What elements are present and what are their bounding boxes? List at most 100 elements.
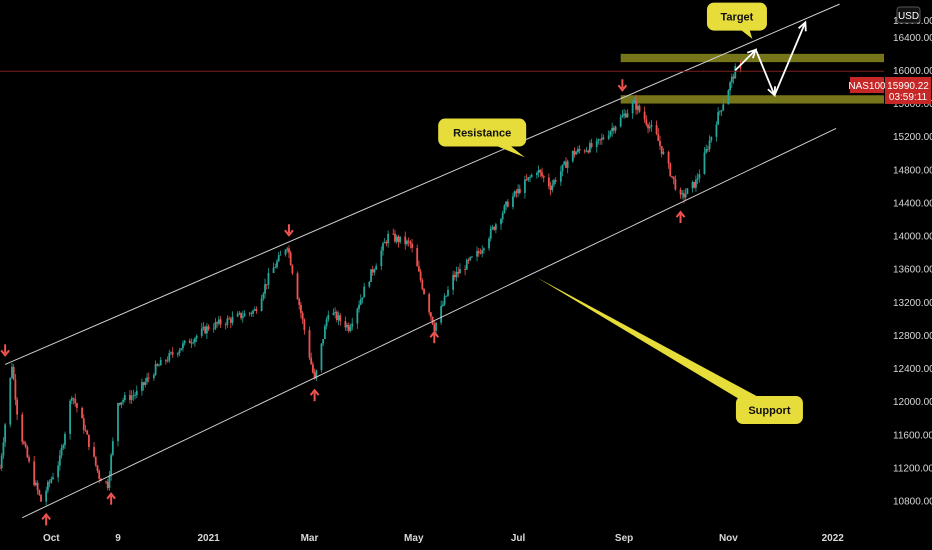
candle-body-223 [530, 175, 533, 177]
candle-body-112 [265, 284, 268, 286]
candle-body-107 [253, 309, 256, 311]
candle-body-217 [517, 188, 519, 194]
candle-body-261 [623, 113, 626, 116]
candlestick-series [0, 60, 742, 506]
candle-body-58 [135, 390, 138, 395]
candle-body-179 [428, 294, 431, 313]
candle-body-129 [308, 330, 311, 358]
candle-body-130 [310, 357, 313, 365]
candle-body-219 [524, 179, 526, 193]
candle-body-95 [226, 318, 229, 325]
candle-body-162 [385, 242, 388, 244]
candle-body-33 [76, 403, 78, 408]
price-tick-label-7: 13600.00 [893, 265, 932, 276]
candle-body-187 [445, 295, 448, 297]
candle-body-104 [248, 312, 251, 314]
price-tick-label-2: 11600.00 [893, 430, 932, 441]
candle-body-72 [170, 352, 172, 354]
candle-body-114 [272, 267, 275, 273]
candle-body-291 [695, 179, 697, 188]
channel-lower-line [22, 127, 837, 519]
candle-body-175 [418, 266, 420, 272]
candle-body-279 [667, 151, 670, 164]
candle-body-69 [164, 359, 167, 361]
callout-label-support: Support [748, 405, 790, 417]
candle-body-39 [93, 446, 95, 457]
candle-body-46 [108, 475, 111, 489]
price-tick-label-1: 11200.00 [893, 464, 932, 475]
candle-body-169 [404, 236, 407, 245]
candle-body-70 [166, 360, 169, 362]
time-tick-label-7: Nov [719, 533, 738, 544]
candle-body-246 [587, 150, 590, 153]
time-axis-panel[interactable] [0, 526, 884, 550]
candle-body-88 [207, 326, 210, 330]
candle-body-141 [335, 311, 338, 321]
pivot-up-arrow-1-head [106, 492, 116, 500]
candle-body-280 [669, 163, 672, 177]
candle-body-145 [346, 324, 349, 328]
candle-body-267 [636, 105, 639, 110]
candle-body-49 [117, 403, 119, 442]
candle-body-293 [698, 174, 701, 179]
candle-body-243 [578, 149, 581, 151]
candle-body-167 [397, 236, 400, 243]
candle-body-44 [105, 481, 107, 483]
currency-badge[interactable]: USD [896, 6, 921, 24]
candle-body-294 [703, 152, 706, 175]
candle-body-181 [431, 316, 434, 325]
candle-body-97 [229, 319, 232, 323]
projection-arrowhead-2 [797, 20, 807, 32]
candle-body-84 [200, 328, 203, 336]
candle-body-75 [178, 350, 181, 354]
candle-body-206 [491, 226, 494, 229]
candle-body-281 [671, 176, 673, 177]
candle-body-214 [512, 196, 514, 207]
candle-body-38 [88, 434, 90, 447]
candle-body-62 [146, 377, 148, 382]
time-tick-label-1: 9 [115, 533, 121, 544]
candle-body-193 [459, 268, 461, 274]
time-tick-label-6: Sep [615, 533, 633, 544]
candle-body-4 [9, 377, 12, 425]
candle-body-138 [327, 315, 330, 320]
candle-body-195 [465, 259, 468, 270]
candle-body-108 [255, 309, 258, 312]
candle-body-67 [158, 365, 160, 367]
candle-body-306 [730, 76, 733, 83]
candle-body-242 [577, 149, 579, 153]
candle-body-202 [481, 250, 484, 254]
candle-body-209 [500, 219, 502, 225]
callout-box-2 [735, 396, 803, 425]
candle-body-182 [433, 324, 436, 331]
candle-body-198 [471, 256, 473, 258]
candle-body-21 [48, 481, 51, 483]
candle-body-153 [363, 286, 366, 298]
candle-body-55 [130, 395, 133, 400]
pivot-up-arrow-0-head [41, 512, 51, 521]
candle-body-287 [684, 193, 687, 198]
candle-body-262 [624, 113, 627, 118]
candle-body-256 [611, 127, 614, 132]
candle-body-30 [70, 397, 73, 401]
candle-body-210 [501, 213, 504, 220]
candle-body-11 [24, 443, 27, 448]
candle-body-120 [286, 248, 289, 250]
candle-body-24 [57, 465, 60, 478]
candle-body-118 [279, 254, 282, 256]
candle-body-196 [467, 259, 470, 261]
candle-body-218 [518, 188, 521, 193]
candle-body-286 [683, 193, 685, 198]
candle-body-304 [727, 90, 730, 105]
candle-body-59 [141, 382, 143, 391]
projection-path [734, 20, 807, 98]
candle-body-178 [423, 288, 425, 295]
time-tick-label-4: May [404, 533, 424, 544]
candle-body-147 [349, 326, 352, 331]
candle-body-47 [110, 454, 113, 476]
candle-body-159 [380, 250, 383, 267]
candle-body-60 [142, 382, 145, 385]
candle-body-77 [182, 343, 184, 349]
candle-body-185 [441, 304, 444, 307]
